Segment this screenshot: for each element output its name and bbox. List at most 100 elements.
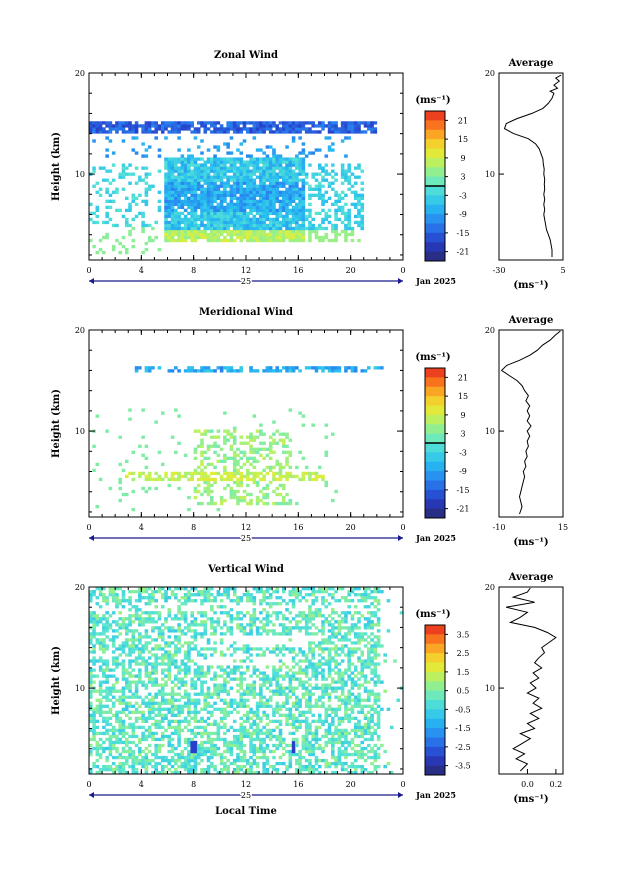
heatmap-cell <box>190 187 194 191</box>
heatmap-cell <box>301 172 306 176</box>
heatmap-cell <box>170 764 175 769</box>
heatmap-cell <box>295 614 299 618</box>
x-tick-label: 20 <box>346 266 356 275</box>
heatmap-cell <box>255 632 260 636</box>
heatmap-cell <box>196 175 201 179</box>
heatmap-cell <box>246 435 250 439</box>
heatmap-cell <box>151 617 155 621</box>
heatmap-cell <box>134 151 139 155</box>
heatmap-cell <box>154 662 158 666</box>
heatmap-cell <box>239 157 244 161</box>
heatmap-cell <box>232 214 237 219</box>
heatmap-cell <box>111 689 116 693</box>
heatmap-cell <box>167 121 172 125</box>
heatmap-cell <box>298 214 302 219</box>
heatmap-cell <box>183 758 188 763</box>
heatmap-cell <box>265 223 270 228</box>
heatmap-cell <box>242 743 247 748</box>
heatmap-cell <box>131 629 136 633</box>
heatmap-cell <box>131 244 136 249</box>
heatmap-cell <box>128 205 132 210</box>
heatmap-cell <box>141 471 145 476</box>
heatmap-cell <box>242 749 247 754</box>
heatmap-cell <box>239 749 244 754</box>
heatmap-cell <box>160 659 165 663</box>
heatmap-cell <box>105 662 109 666</box>
heatmap-cell <box>98 617 103 621</box>
heatmap-cell <box>265 160 270 164</box>
heatmap-cell <box>288 127 293 131</box>
heatmap-cell <box>278 163 283 167</box>
heatmap-cell <box>232 701 237 705</box>
heatmap-cell <box>102 719 106 724</box>
heatmap-cell <box>160 629 165 633</box>
heatmap-cell <box>275 587 280 591</box>
heatmap-cell <box>167 608 172 612</box>
heatmap-cell <box>295 719 299 724</box>
heatmap-cell <box>180 683 185 687</box>
heatmap-cell <box>170 725 175 730</box>
heatmap-cell <box>167 725 172 730</box>
heatmap-cell <box>239 187 244 191</box>
heatmap-cell <box>347 163 351 167</box>
heatmap-cell <box>200 671 204 675</box>
heatmap-cell <box>272 611 276 615</box>
heatmap-cell <box>216 770 221 775</box>
heatmap-cell <box>105 728 109 733</box>
heatmap-cell <box>278 205 283 210</box>
heatmap-cell <box>226 238 230 243</box>
heatmap-cell <box>187 710 191 714</box>
heatmap-cell <box>196 755 201 760</box>
heatmap-cell <box>128 704 132 708</box>
heatmap-cell <box>223 623 227 627</box>
heatmap-cell <box>255 238 260 243</box>
heatmap-cell <box>311 611 315 615</box>
heatmap-cell <box>360 169 365 173</box>
heatmap-cell <box>210 495 214 500</box>
heatmap-cell <box>206 492 211 497</box>
heatmap-cell <box>291 205 296 210</box>
heatmap-cell <box>190 731 194 736</box>
heatmap-cell <box>151 184 155 188</box>
heatmap-cell <box>262 767 266 772</box>
heatmap-cell <box>288 743 293 748</box>
heatmap-cell <box>111 761 116 766</box>
heatmap-cell <box>281 184 286 188</box>
heatmap-cell <box>200 623 204 627</box>
heatmap-cell <box>249 435 253 439</box>
heatmap-cell <box>239 728 244 733</box>
heatmap-cell <box>304 599 309 603</box>
heatmap-cell <box>321 695 325 699</box>
heatmap-cell <box>344 172 348 176</box>
heatmap-cell <box>288 677 293 681</box>
heatmap-cell <box>239 755 244 760</box>
heatmap-cell <box>128 121 132 125</box>
heatmap-cell <box>291 172 296 176</box>
heatmap-cell <box>262 229 266 234</box>
heatmap-cell <box>128 590 132 594</box>
heatmap-cell <box>262 725 266 730</box>
heatmap-cell <box>95 746 100 751</box>
heatmap-cell <box>291 208 296 213</box>
heatmap-cell <box>111 178 116 182</box>
heatmap-cell <box>138 641 142 645</box>
heatmap-cell <box>187 205 191 210</box>
heatmap-cell <box>177 414 181 418</box>
heatmap-cell <box>174 662 178 666</box>
heatmap-cell <box>229 677 234 681</box>
heatmap-cell <box>344 178 348 182</box>
heatmap-cell <box>281 465 286 470</box>
heatmap-cell <box>246 477 250 482</box>
heatmap-cell <box>249 211 253 216</box>
heatmap-cell <box>196 671 201 675</box>
heatmap-cell <box>219 205 224 210</box>
panel-title: Meridional Wind <box>199 307 293 318</box>
heatmap-cell <box>285 208 289 213</box>
heatmap-cell <box>151 662 155 666</box>
heatmap-cell <box>291 674 296 678</box>
heatmap-cell <box>144 223 149 228</box>
heatmap-cell <box>301 614 306 618</box>
heatmap-cell <box>183 761 188 766</box>
heatmap-cell <box>281 629 286 633</box>
heatmap-cell <box>272 175 276 179</box>
